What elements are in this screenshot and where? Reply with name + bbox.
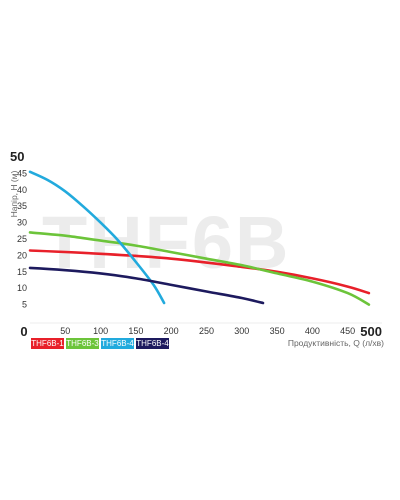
y-tick-label: 45 (17, 168, 27, 178)
y-tick-label: 15 (17, 267, 27, 277)
chart-watermark: THF6B (42, 201, 290, 284)
series-line-3 (28, 170, 166, 305)
x-tick-label: 350 (270, 326, 285, 336)
x-tick-label: 500 (360, 324, 382, 339)
y-axis-ticks: 5 10 15 20 25 30 35 40 45 50 (10, 149, 27, 310)
x-axis-ticks: 0 50 100 150 200 250 300 350 400 450 500 (20, 324, 382, 339)
series-line-2 (28, 231, 371, 306)
y-tick-label: 40 (17, 185, 27, 195)
y-tick-label: 35 (17, 201, 27, 211)
legend-item: THF6B-1 (31, 338, 64, 349)
y-tick-label: 25 (17, 234, 27, 244)
legend-item: THF6B-3 (66, 338, 99, 349)
x-tick-label: 400 (305, 326, 320, 336)
x-tick-label: 100 (93, 326, 108, 336)
y-tick-label: 20 (17, 250, 27, 260)
y-tick-label: 10 (17, 283, 27, 293)
legend-item: THF6B-4 (101, 338, 134, 349)
x-tick-label: 50 (60, 326, 70, 336)
legend-label: THF6B-4 (136, 339, 169, 348)
x-tick-label: 200 (164, 326, 179, 336)
y-tick-label: 30 (17, 218, 27, 228)
x-tick-label: 150 (128, 326, 143, 336)
legend-swatch (31, 338, 64, 349)
x-tick-label: 450 (340, 326, 355, 336)
legend-swatch (101, 338, 134, 349)
legend: THF6B-1 THF6B-3 THF6B-4 THF6B-4 (31, 338, 169, 349)
legend-label: THF6B-4 (101, 339, 134, 348)
legend-item: THF6B-4 (136, 338, 169, 349)
y-axis-title: Напір, Н (м) (9, 170, 19, 217)
y-tick-label: 50 (10, 149, 24, 164)
series-line-4 (28, 266, 265, 305)
legend-label: THF6B-1 (31, 339, 64, 348)
legend-swatch (66, 338, 99, 349)
x-tick-label: 300 (234, 326, 249, 336)
legend-label: THF6B-3 (66, 339, 99, 348)
y-tick-label: 5 (22, 300, 27, 310)
x-tick-label: 0 (20, 324, 27, 339)
x-tick-label: 250 (199, 326, 214, 336)
x-axis-title: Продуктивність, Q (л/хв) (288, 338, 384, 348)
series-layer (28, 170, 371, 306)
legend-swatch (136, 338, 169, 349)
